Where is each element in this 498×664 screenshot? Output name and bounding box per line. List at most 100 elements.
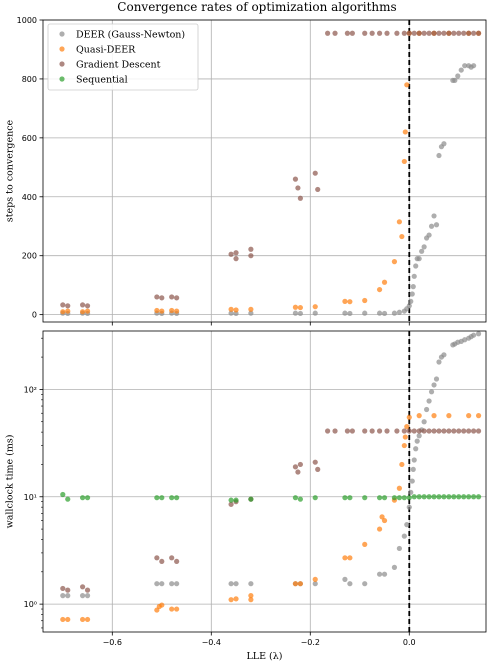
- gradient-descent-point: [174, 295, 180, 301]
- sequential-point: [461, 494, 467, 500]
- quasi-deer-point: [431, 413, 437, 419]
- gradient-descent-point: [369, 428, 375, 434]
- quasi-deer-point: [362, 541, 368, 548]
- gradient-descent-point: [295, 185, 301, 191]
- deer-gauss-newton-point: [471, 63, 477, 69]
- quasi-deer-point: [79, 616, 86, 623]
- quasi-deer-point: [297, 304, 303, 311]
- gradient-descent-point: [446, 30, 452, 36]
- gradient-descent-point: [60, 585, 66, 592]
- deer-gauss-newton-point: [401, 533, 407, 539]
- quasi-deer-point: [292, 581, 299, 587]
- wallclock-grid: [43, 331, 486, 632]
- y-tick-label: 10⁰: [24, 600, 37, 609]
- gradient-descent-point: [436, 428, 442, 434]
- gradient-descent-point: [451, 428, 457, 434]
- x-tick-label: −0.2: [301, 638, 320, 647]
- sequential-point: [426, 494, 432, 500]
- deer-gauss-newton-point: [433, 376, 440, 382]
- quasi-deer-point: [60, 616, 66, 623]
- sequential-point: [342, 495, 348, 501]
- wallclock-plot-frame: [42, 330, 487, 633]
- y-tick-label: 10²: [24, 385, 37, 394]
- gradient-descent-point: [159, 295, 165, 301]
- legend-label: Quasi-DEER: [76, 45, 136, 56]
- sequential-point: [456, 494, 462, 500]
- quasi-deer-point: [347, 555, 353, 561]
- y-tick-label: 1000: [17, 16, 37, 25]
- sequential-point: [79, 495, 86, 501]
- sequential-point: [406, 495, 412, 501]
- quasi-deer-point: [404, 82, 410, 88]
- quasi-deer-point: [416, 413, 422, 419]
- deer-gauss-newton-point: [228, 310, 234, 316]
- sequential-point: [466, 494, 472, 500]
- sequential-point: [381, 495, 388, 501]
- deer-gauss-newton-point: [60, 593, 66, 599]
- sequential-point: [391, 495, 398, 501]
- gradient-descent-point: [466, 428, 472, 434]
- deer-gauss-newton-point: [169, 581, 175, 587]
- deer-gauss-newton-point: [431, 213, 437, 219]
- legend: DEER (Gauss-Newton) Quasi-DEER Gradient De…: [47, 23, 199, 91]
- legend-label: DEER (Gauss-Newton): [76, 30, 185, 41]
- series-gradient-descent: [60, 30, 482, 309]
- deer-gauss-newton-point: [475, 331, 482, 337]
- quasi-deer-point: [248, 306, 254, 312]
- steps-y-ticks: 0 200 400 600 800 1000: [17, 16, 43, 320]
- sequential-point: [471, 494, 477, 500]
- legend-marker: [59, 76, 65, 82]
- sequential-point: [396, 495, 402, 501]
- gradient-descent-point: [344, 428, 351, 434]
- chart-title: Convergence rates of optimization algori…: [117, 0, 396, 14]
- gradient-descent-point: [406, 30, 412, 36]
- quasi-deer-point: [475, 413, 482, 419]
- deer-gauss-newton-point: [362, 581, 368, 587]
- quasi-deer-point: [228, 306, 234, 312]
- gradient-descent-point: [441, 428, 447, 434]
- quasi-deer-point: [347, 299, 353, 305]
- legend-label: Gradient Descent: [76, 60, 161, 71]
- legend-marker: [59, 46, 65, 52]
- sequential-point: [475, 494, 482, 500]
- wallclock-x-ticks: −0.6 −0.4 −0.2 0.0: [103, 632, 416, 647]
- deer-gauss-newton-point: [413, 263, 419, 269]
- gradient-descent-point: [446, 428, 452, 434]
- gradient-descent-point: [362, 428, 368, 434]
- gradient-descent-point: [349, 428, 355, 434]
- deer-gauss-newton-point: [414, 438, 420, 444]
- quasi-deer-point: [84, 308, 91, 314]
- quasi-deer-point: [248, 593, 254, 599]
- gradient-descent-point: [456, 428, 462, 434]
- sequential-point: [431, 494, 437, 500]
- deer-gauss-newton-point: [79, 593, 86, 599]
- gradient-descent-point: [456, 30, 462, 36]
- quasi-deer-point: [169, 606, 175, 612]
- quasi-deer-point: [154, 307, 160, 314]
- deer-gauss-newton-point: [428, 389, 435, 395]
- quasi-deer-point: [376, 286, 383, 293]
- gradient-descent-point: [248, 246, 254, 252]
- deer-gauss-newton-point: [411, 457, 417, 463]
- quasi-deer-point: [379, 514, 385, 520]
- quasi-deer-point: [84, 616, 91, 623]
- deer-gauss-newton-point: [154, 581, 160, 587]
- y-tick-label: 0: [32, 311, 37, 320]
- sequential-point: [292, 495, 299, 501]
- gradient-descent-point: [461, 428, 467, 434]
- series-sequential: [60, 491, 482, 503]
- quasi-deer-point: [401, 442, 407, 449]
- gradient-descent-point: [174, 558, 180, 565]
- deer-gauss-newton-point: [410, 284, 416, 290]
- y-tick-label: 200: [22, 252, 37, 261]
- sequential-point: [416, 494, 422, 500]
- deer-gauss-newton-point: [342, 576, 348, 582]
- deer-gauss-newton-point: [391, 310, 398, 316]
- quasi-deer-point: [466, 413, 472, 419]
- quasi-deer-point: [402, 434, 408, 440]
- deer-gauss-newton-point: [408, 489, 414, 495]
- gradient-descent-point: [154, 294, 160, 300]
- gradient-descent-point: [384, 30, 390, 36]
- deer-gauss-newton-point: [362, 310, 368, 316]
- gradient-descent-point: [376, 30, 383, 36]
